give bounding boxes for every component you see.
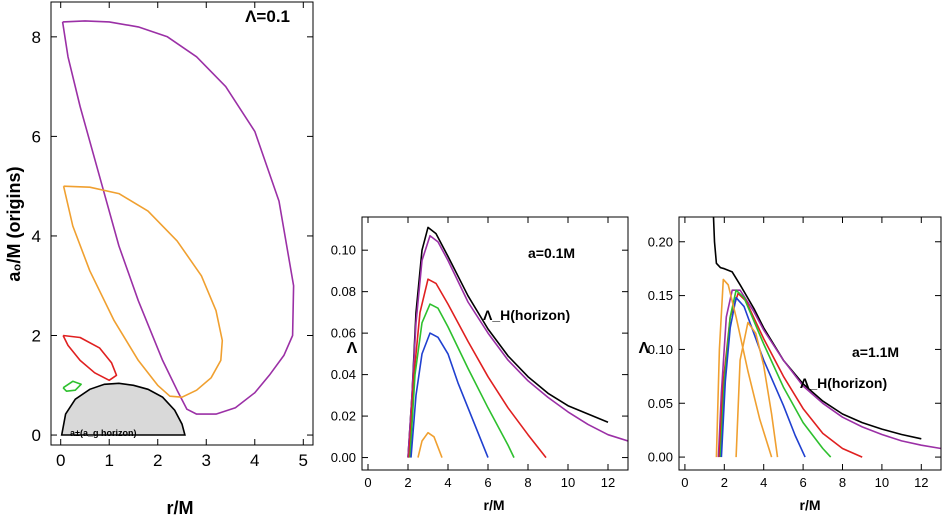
x-tick-label: 0 bbox=[681, 475, 688, 490]
m-series-line-5 bbox=[417, 431, 443, 458]
right-panel: 0 2 4 6 8 10 12 0.00 0.05 0.10 0.15 0.20 a=1.1M Λ_H… bbox=[639, 216, 942, 513]
middle-xlabel: r/M bbox=[484, 497, 505, 513]
left-xlabel: r/M bbox=[167, 498, 194, 518]
y-tick-label: 0.20 bbox=[648, 234, 673, 249]
x-tick-label: 8 bbox=[839, 475, 846, 490]
x-tick-label: 2 bbox=[404, 475, 411, 490]
left-ticks: 0 1 2 3 4 5 0 2 4 6 8 bbox=[32, 2, 313, 470]
y-tick-label: 0.00 bbox=[648, 450, 673, 465]
r-series-line-6 bbox=[735, 321, 779, 458]
right-frame bbox=[678, 216, 942, 471]
x-tick-label: 6 bbox=[799, 475, 806, 490]
r-series-line-4 bbox=[720, 296, 806, 458]
middle-ticks: 0 2 4 6 8 10 12 0.00 0.02 0.04 0.06 0.08 0.10 bbox=[331, 217, 628, 490]
y-tick-label: 8 bbox=[32, 28, 41, 47]
middle-ylabel: Λ bbox=[347, 340, 358, 357]
right-ylabel: Λ bbox=[639, 340, 650, 357]
y-tick-label: 0 bbox=[32, 426, 41, 445]
middle-panel: 0 2 4 6 8 10 12 0.00 0.02 0.04 0.06 0.08 0.10 a=0.1M… bbox=[331, 216, 629, 513]
x-tick-label: 0 bbox=[56, 451, 65, 470]
m-series-line-3 bbox=[409, 303, 515, 458]
x-tick-label: 12 bbox=[914, 475, 928, 490]
x-tick-label: 8 bbox=[524, 475, 531, 490]
middle-annotation: a=0.1M bbox=[528, 245, 575, 261]
x-tick-label: 1 bbox=[104, 451, 113, 470]
r-series-line-3 bbox=[719, 289, 832, 458]
left-panel: 0 1 2 3 4 5 0 2 4 6 8 Λ=0.1 a±(a_g horizon) r/M a₀… bbox=[4, 1, 314, 518]
right-annotation: a=1.1M bbox=[852, 344, 899, 360]
m-series-line-0 bbox=[407, 226, 609, 458]
r-series-line-5 bbox=[715, 278, 773, 458]
y-tick-label: 6 bbox=[32, 127, 41, 146]
horizon-region bbox=[60, 382, 186, 436]
x-tick-label: 4 bbox=[760, 475, 767, 490]
y-tick-label: 2 bbox=[32, 326, 41, 345]
l-series-line-2 bbox=[62, 334, 118, 382]
x-tick-label: 6 bbox=[484, 475, 491, 490]
x-tick-label: 4 bbox=[250, 451, 259, 470]
r-series-line-1 bbox=[717, 289, 942, 458]
left-ylabel: a₀/M (origins) bbox=[4, 166, 24, 281]
x-tick-label: 10 bbox=[875, 475, 889, 490]
x-tick-label: 4 bbox=[444, 475, 451, 490]
y-tick-label: 0.15 bbox=[648, 288, 673, 303]
x-tick-label: 3 bbox=[202, 451, 211, 470]
l-series-line-0 bbox=[61, 20, 295, 415]
y-tick-label: 0.02 bbox=[331, 409, 356, 424]
middle-frame bbox=[361, 216, 629, 471]
x-tick-label: 2 bbox=[153, 451, 162, 470]
m-series-line-2 bbox=[408, 278, 547, 459]
y-tick-label: 0.10 bbox=[331, 243, 356, 258]
right-ticks: 0 2 4 6 8 10 12 0.00 0.05 0.10 0.15 0.20 bbox=[648, 217, 941, 490]
y-tick-label: 0.08 bbox=[331, 284, 356, 299]
x-tick-label: 10 bbox=[561, 475, 575, 490]
middle-curve-label: Λ_H(horizon) bbox=[483, 307, 570, 323]
y-tick-label: 0.05 bbox=[648, 396, 673, 411]
y-tick-label: 0.06 bbox=[331, 326, 356, 341]
m-series-line-4 bbox=[410, 332, 489, 458]
x-tick-label: 2 bbox=[721, 475, 728, 490]
l-series-line-3 bbox=[62, 380, 82, 392]
l-series-line-1 bbox=[62, 185, 224, 398]
horizon-label: a±(a_g horizon) bbox=[70, 428, 136, 438]
right-xlabel: r/M bbox=[800, 497, 821, 513]
x-tick-label: 12 bbox=[601, 475, 615, 490]
y-tick-label: 0.10 bbox=[648, 342, 673, 357]
left-title: Λ=0.1 bbox=[245, 7, 290, 26]
y-tick-label: 4 bbox=[32, 227, 41, 246]
left-plot-area bbox=[60, 20, 295, 436]
right-plot-area bbox=[712, 217, 942, 458]
left-frame bbox=[50, 1, 314, 446]
x-tick-label: 5 bbox=[299, 451, 308, 470]
y-tick-label: 0.04 bbox=[331, 367, 356, 382]
y-tick-label: 0.00 bbox=[331, 450, 356, 465]
middle-plot-area bbox=[407, 226, 628, 459]
r-series-line-0 bbox=[712, 217, 922, 440]
x-tick-label: 0 bbox=[364, 475, 371, 490]
right-curve-label: Λ_H(horizon) bbox=[800, 375, 887, 391]
m-series-line-1 bbox=[407, 234, 628, 458]
